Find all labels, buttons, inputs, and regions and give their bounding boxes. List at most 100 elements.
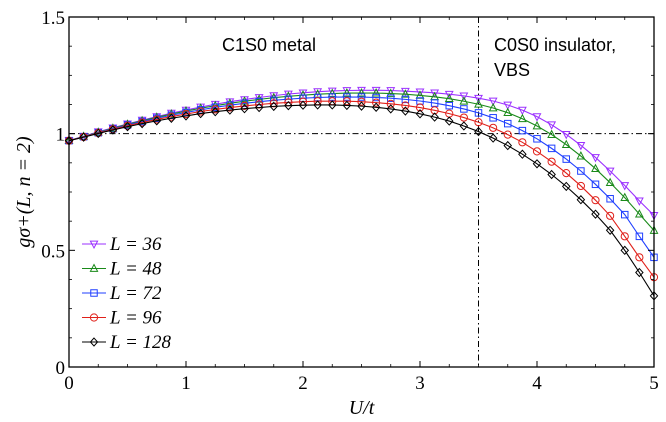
data-point [489, 123, 498, 132]
data-point [254, 102, 264, 113]
legend-swatch-marker [89, 263, 99, 272]
data-point [196, 108, 205, 119]
data-point [532, 147, 542, 156]
y-tick-label: 0 [56, 358, 66, 379]
series-layer [64, 86, 659, 301]
data-point [167, 112, 176, 121]
data-point [444, 116, 454, 126]
data-point [108, 125, 118, 135]
data-point [430, 112, 439, 122]
data-point [401, 106, 410, 116]
data-point [415, 90, 425, 99]
data-point [415, 103, 425, 112]
data-point [561, 130, 571, 140]
data-point [591, 180, 600, 189]
data-point [606, 211, 615, 220]
data-point [532, 113, 542, 122]
data-point [240, 103, 249, 114]
y-axis-title: gσ+(L, n = 2) [13, 136, 35, 248]
data-point [342, 88, 352, 97]
data-point [342, 100, 352, 111]
x-tick-label: 4 [532, 373, 542, 394]
legend-item-l128: L = 128 [82, 332, 172, 353]
data-point [605, 225, 615, 235]
data-point [371, 86, 381, 96]
data-point [400, 87, 410, 97]
data-point [269, 101, 279, 112]
x-tick-label: 2 [298, 373, 308, 394]
data-point [181, 109, 191, 119]
data-point [225, 105, 235, 115]
data-point [547, 157, 556, 166]
data-point [283, 90, 293, 100]
data-point [547, 169, 556, 180]
data-point [181, 111, 191, 121]
data-point [357, 86, 366, 96]
series-line [68, 96, 655, 258]
data-point [313, 88, 323, 97]
series-line [68, 92, 655, 231]
data-point [415, 109, 425, 119]
annotation-insulator: VBS [494, 60, 530, 80]
data-point [137, 118, 147, 129]
data-point [591, 196, 600, 205]
data-point [488, 133, 498, 143]
data-point [357, 93, 366, 101]
legend-swatch-marker [89, 240, 99, 250]
data-point [503, 130, 512, 139]
data-point [562, 155, 570, 163]
data-point [576, 194, 586, 205]
legend-item-l72: L = 72 [82, 283, 162, 304]
x-axis-title: U/t [349, 397, 375, 419]
legend: L = 36 L = 48 L = 72 L = 96 L = 128 [82, 234, 172, 353]
data-point [371, 102, 381, 113]
x-tick-label: 3 [415, 373, 425, 394]
data-point [269, 99, 278, 108]
legend-item-l96: L = 96 [82, 308, 162, 329]
data-point [210, 100, 220, 110]
data-point [357, 97, 366, 106]
data-point [474, 94, 483, 104]
data-point [459, 96, 469, 105]
data-point [357, 88, 366, 97]
data-point [517, 113, 527, 123]
legend-swatch-marker [89, 337, 99, 347]
data-point [620, 232, 629, 241]
data-point [152, 112, 162, 121]
data-point [152, 115, 161, 124]
data-point [430, 89, 440, 98]
data-point [123, 121, 132, 132]
data-point [386, 99, 395, 108]
data-point [459, 92, 469, 101]
data-point [386, 104, 396, 114]
data-point [225, 103, 234, 112]
data-point [372, 93, 380, 102]
data-point [504, 119, 512, 128]
data-point [503, 140, 513, 151]
data-point [93, 128, 103, 139]
data-point [620, 192, 630, 201]
data-point [620, 245, 630, 256]
data-point [576, 181, 585, 191]
data-point [357, 101, 366, 111]
data-point [167, 113, 176, 123]
annotation-insulator: C0S0 insulator, [494, 35, 616, 55]
data-point [547, 121, 557, 130]
data-point [459, 121, 469, 131]
data-point [342, 87, 352, 96]
series-line [68, 89, 655, 216]
data-point [327, 100, 337, 110]
data-point [488, 97, 498, 107]
data-point [503, 107, 513, 117]
data-point [327, 88, 337, 97]
data-point [240, 99, 249, 108]
data-point [517, 106, 527, 116]
data-point [591, 154, 600, 163]
data-point [562, 169, 571, 178]
axes: 0 1 2 3 4 5 0 0.5 1 1.5 U/t gσ+(L, n = 2) [13, 8, 659, 419]
data-point [533, 135, 541, 143]
data-point [327, 87, 337, 97]
data-point [532, 159, 542, 169]
data-point [460, 105, 468, 113]
